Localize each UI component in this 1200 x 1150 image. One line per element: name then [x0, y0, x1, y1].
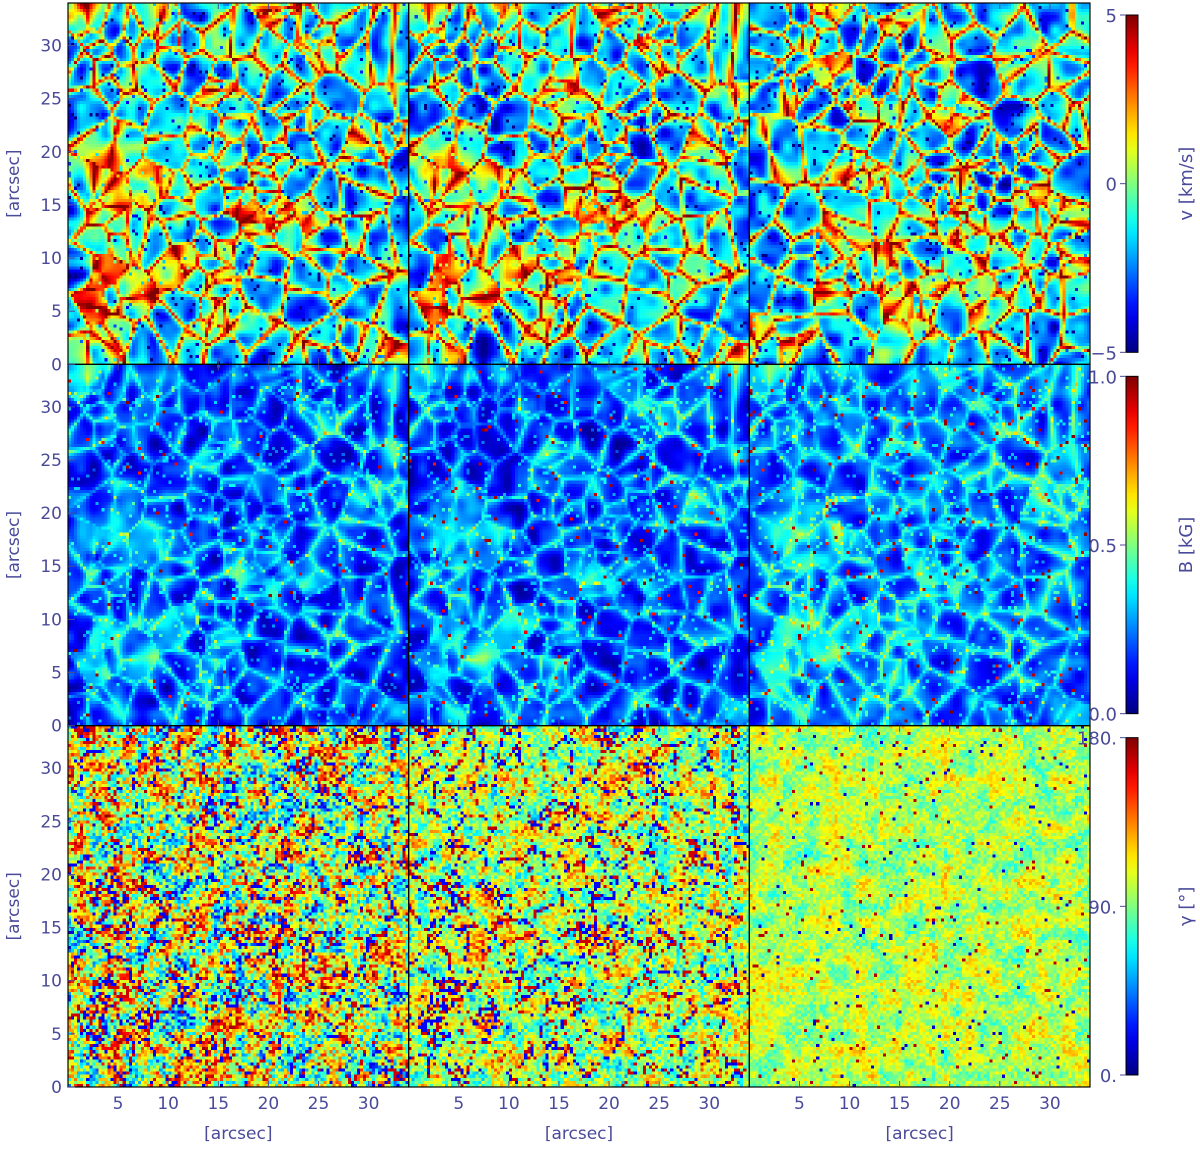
panel-frame	[748, 725, 1091, 1088]
y-tick-label: 30	[40, 398, 62, 418]
colorbar-inclination	[1125, 737, 1139, 1076]
colorbars: −5 0 5 v [km/s] 0.0 0.5 1.0 B [kG] 0. 90. 180. γ [°…	[1077, 6, 1197, 1087]
x-tick-label: 5	[794, 1094, 805, 1114]
y-axis-label: [arcsec]	[4, 511, 24, 579]
y-tick-label: 0	[51, 355, 62, 375]
colorbar-tick-label: −5	[1090, 343, 1117, 364]
colorbar-label: B [kG]	[1176, 517, 1197, 574]
map-panel-r1-c3	[749, 3, 1090, 365]
colorbar-tick-label: 0.0	[1088, 705, 1117, 726]
colorbar-tick-label: 180.	[1077, 729, 1117, 750]
x-tick-label: 5	[453, 1094, 464, 1114]
colorbar-tick-label: 90.	[1088, 897, 1117, 918]
y-tick-label: 5	[51, 302, 62, 322]
y-tick-label: 10	[40, 972, 62, 992]
y-tick-label: 5	[51, 664, 62, 684]
map-panel-r2-c3	[749, 364, 1090, 726]
map-panel-r2-c1	[68, 364, 409, 726]
x-axes: 5 10 15 20 25 30 [arcsec] 5 10 15 20 25 30 [arcsec] 5 1…	[113, 1094, 1061, 1144]
x-tick-label: 30	[358, 1094, 380, 1114]
y-tick-label: 25	[40, 451, 62, 471]
x-axis-label: [arcsec]	[204, 1124, 272, 1144]
x-tick-label: 25	[648, 1094, 670, 1114]
y-tick-label: 10	[40, 249, 62, 269]
map-panel-r3-c1	[68, 725, 409, 1087]
map-panel-r1-c2	[408, 3, 750, 365]
x-tick-label: 20	[598, 1094, 620, 1114]
colorbar-field_strength	[1125, 375, 1139, 715]
x-tick-label: 25	[989, 1094, 1011, 1114]
y-tick-label: 0	[51, 1078, 62, 1098]
y-tick-label: 0	[51, 717, 62, 737]
y-tick-label: 20	[40, 504, 62, 524]
y-axis-label: [arcsec]	[4, 872, 24, 940]
y-tick-label: 30	[40, 759, 62, 779]
x-tick-label: 20	[258, 1094, 280, 1114]
y-tick-label: 15	[40, 196, 62, 216]
panel-frames	[67, 2, 1091, 1088]
colorbar-label: v [km/s]	[1176, 147, 1197, 221]
y-tick-label: 25	[40, 90, 62, 110]
colorbar-tick-label: 1.0	[1088, 367, 1117, 388]
colorbar-tick-label: 0.	[1100, 1066, 1117, 1087]
map-panel-r2-c2	[408, 364, 750, 726]
colorbar-tick-label: 0	[1106, 175, 1117, 196]
x-tick-label: 10	[157, 1094, 179, 1114]
colorbar-tick-label: 5	[1106, 6, 1117, 27]
x-tick-label: 15	[207, 1094, 229, 1114]
x-tick-label: 10	[839, 1094, 861, 1114]
y-axes: 0 5 10 15 20 25 30 [arcsec] 0 5 10 15 20 25 30 [arcsec]…	[4, 37, 75, 1098]
y-tick-label: 30	[40, 37, 62, 57]
panel-grid	[68, 3, 1090, 1087]
x-tick-label: 30	[1039, 1094, 1061, 1114]
x-axis-label: [arcsec]	[545, 1124, 613, 1144]
x-tick-label: 20	[939, 1094, 961, 1114]
y-tick-label: 20	[40, 143, 62, 163]
y-axis-label: [arcsec]	[4, 150, 24, 218]
y-tick-label: 15	[40, 919, 62, 939]
x-tick-label: 10	[498, 1094, 520, 1114]
y-tick-label: 20	[40, 865, 62, 885]
x-axis-label: [arcsec]	[885, 1124, 953, 1144]
y-tick-label: 25	[40, 812, 62, 832]
colorbar-velocity	[1125, 14, 1139, 353]
y-tick-label: 10	[40, 610, 62, 630]
x-tick-label: 5	[113, 1094, 124, 1114]
colorbar-label: γ [°]	[1176, 887, 1197, 926]
y-tick-label: 15	[40, 557, 62, 577]
map-panel-r3-c2	[408, 725, 750, 1087]
y-tick-label: 5	[51, 1025, 62, 1045]
x-tick-label: 15	[889, 1094, 911, 1114]
colorbar-tick-label: 0.5	[1088, 536, 1117, 557]
x-tick-label: 15	[548, 1094, 570, 1114]
map-panel-r1-c1	[68, 3, 409, 365]
x-tick-label: 30	[698, 1094, 720, 1114]
x-tick-label: 25	[308, 1094, 330, 1114]
map-panel-r3-c3	[749, 725, 1090, 1087]
